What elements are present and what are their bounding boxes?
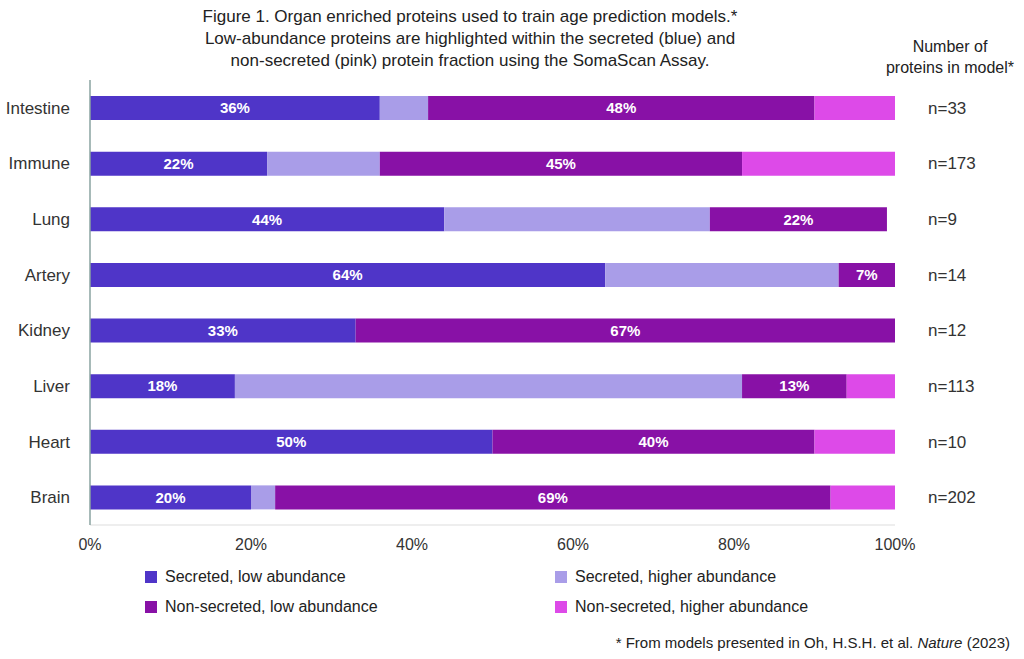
svg-text:69%: 69% <box>538 489 568 506</box>
svg-text:67%: 67% <box>610 322 640 339</box>
svg-text:Brain: Brain <box>30 488 70 507</box>
svg-text:Heart: Heart <box>28 433 70 452</box>
svg-text:n=202: n=202 <box>928 488 976 507</box>
svg-text:36%: 36% <box>220 99 250 116</box>
svg-text:64%: 64% <box>333 266 363 283</box>
svg-text:n=12: n=12 <box>928 321 966 340</box>
svg-text:20%: 20% <box>155 489 185 506</box>
html-text:Non-secreted, low abundance: Non-secreted, low abundance <box>165 598 378 615</box>
svg-text:Liver: Liver <box>33 377 70 396</box>
html-text:* From models presented in Oh,: * From models presented in Oh, H.S.H. et… <box>615 634 1010 651</box>
svg-text:n=14: n=14 <box>928 266 966 285</box>
html-text:non-secreted (pink) protein fr: non-secreted (pink) protein fraction usi… <box>230 51 710 70</box>
svg-text:22%: 22% <box>783 211 813 228</box>
svg-text:n=33: n=33 <box>928 99 966 118</box>
svg-text:13%: 13% <box>779 377 809 394</box>
svg-text:Artery: Artery <box>25 266 71 285</box>
svg-text:n=9: n=9 <box>928 210 957 229</box>
svg-text:22%: 22% <box>164 155 194 172</box>
svg-text:20%: 20% <box>235 536 267 553</box>
svg-text:50%: 50% <box>276 433 306 450</box>
svg-text:45%: 45% <box>546 155 576 172</box>
svg-text:n=113: n=113 <box>928 377 974 396</box>
svg-text:n=10: n=10 <box>928 433 966 452</box>
svg-text:n=173: n=173 <box>928 154 976 173</box>
svg-text:60%: 60% <box>557 536 589 553</box>
svg-text:44%: 44% <box>252 211 282 228</box>
html-text:Non-secreted, higher abundance: Non-secreted, higher abundance <box>575 598 808 615</box>
svg-text:40%: 40% <box>396 536 428 553</box>
svg-text:Intestine: Intestine <box>8 99 70 118</box>
html-text:proteins in model*: proteins in model* <box>886 59 1014 76</box>
html-text:Low-abundance proteins are hig: Low-abundance proteins are highlighted w… <box>204 29 736 48</box>
html-text:Secreted, low abundance: Secreted, low abundance <box>165 568 346 585</box>
svg-text:Kidney: Kidney <box>18 321 70 340</box>
svg-text:18%: 18% <box>147 377 177 394</box>
svg-text:Immune: Immune <box>9 154 70 173</box>
svg-text:0%: 0% <box>78 536 101 553</box>
svg-text:7%: 7% <box>856 266 878 283</box>
svg-text:33%: 33% <box>208 322 238 339</box>
svg-text:48%: 48% <box>606 99 636 116</box>
svg-text:40%: 40% <box>638 433 668 450</box>
svg-text:100%: 100% <box>875 536 916 553</box>
html-text:Number of: Number of <box>912 38 988 55</box>
svg-text:Lung: Lung <box>32 210 70 229</box>
svg-text:80%: 80% <box>718 536 750 553</box>
html-text:Figure 1. Organ enriched prote: Figure 1. Organ enriched proteins used t… <box>202 7 738 26</box>
html-text:Secreted, higher abundance: Secreted, higher abundance <box>575 568 776 585</box>
